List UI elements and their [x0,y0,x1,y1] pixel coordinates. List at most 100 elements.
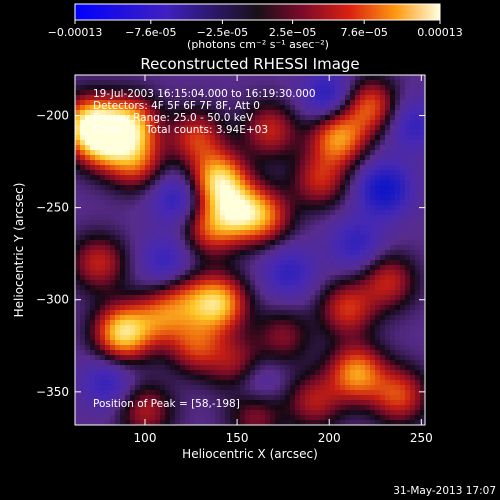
heatmap-cell [185,420,191,425]
heatmap-cell [230,350,236,356]
heatmap-cell [140,160,146,166]
heatmap-cell [285,270,291,276]
heatmap-cell [240,330,246,336]
heatmap-cell [210,195,216,201]
heatmap-cell [125,235,131,241]
heatmap-cell [350,375,356,381]
heatmap-cell [90,100,96,106]
heatmap-cell [100,355,106,361]
heatmap-cell [140,390,146,396]
heatmap-cell [415,185,421,191]
heatmap-cell [185,280,191,286]
heatmap-cell [305,170,311,176]
heatmap-cell [220,360,226,366]
heatmap-cell [125,180,131,186]
heatmap-cell [350,360,356,366]
heatmap-cell [115,420,121,425]
heatmap-cell [155,205,161,211]
heatmap-cell [75,90,81,96]
heatmap-cell [325,110,331,116]
heatmap-cell [90,215,96,221]
heatmap-cell [410,155,416,161]
heatmap-cell [355,295,361,301]
heatmap-cell [395,285,401,291]
heatmap-cell [135,310,141,316]
heatmap-cell [100,375,106,381]
heatmap-cell [370,345,376,351]
heatmap-cell [130,370,136,376]
heatmap-cell [90,385,96,391]
heatmap-cell [330,375,336,381]
heatmap-cell [220,335,226,341]
heatmap-cell [380,335,386,341]
heatmap-cell [415,195,421,201]
heatmap-cell [235,400,241,406]
heatmap-cell [270,345,276,351]
heatmap-cell [190,185,196,191]
heatmap-cell [225,100,231,106]
heatmap-cell [200,390,206,396]
y-tick-label: −200 [36,109,69,123]
heatmap-cell [150,100,156,106]
heatmap-cell [85,230,91,236]
heatmap-cell [325,195,331,201]
heatmap-cell [205,380,211,386]
heatmap-cell [300,80,306,86]
heatmap-cell [90,265,96,271]
heatmap-cell [90,280,96,286]
heatmap-cell [170,355,176,361]
heatmap-cell [280,315,286,321]
heatmap-cell [350,385,356,391]
heatmap-cell [305,175,311,181]
heatmap-cell [240,170,246,176]
heatmap-cell [210,80,216,86]
heatmap-cell [245,190,251,196]
heatmap-cell [380,345,386,351]
heatmap-cell [165,260,171,266]
heatmap-cell [80,345,86,351]
heatmap-cell [220,110,226,116]
heatmap-cell [80,315,86,321]
heatmap-cell [130,80,136,86]
heatmap-cell [320,90,326,96]
heatmap-cell [385,235,391,241]
heatmap-cell [220,405,226,411]
heatmap-cell [140,235,146,241]
heatmap-cell [80,420,86,425]
heatmap-cell [120,140,126,146]
heatmap-cell [90,155,96,161]
heatmap-cell [355,290,361,296]
heatmap-cell [325,220,331,226]
heatmap-cell [295,195,301,201]
heatmap-cell [200,295,206,301]
heatmap-cell [200,300,206,306]
heatmap-cell [370,340,376,346]
heatmap-cell [125,275,131,281]
heatmap-cell [125,300,131,306]
heatmap-cell [165,140,171,146]
heatmap-cell [205,170,211,176]
heatmap-cell [180,420,186,425]
heatmap-cell [330,200,336,206]
heatmap-cell [75,105,81,111]
heatmap-cell [235,370,241,376]
heatmap-cell [230,185,236,191]
heatmap-cell [235,205,241,211]
heatmap-cell [280,150,286,156]
heatmap-cell [190,375,196,381]
heatmap-cell [370,350,376,356]
heatmap-cell [285,410,291,416]
heatmap-cell [340,260,346,266]
heatmap-cell [135,125,141,131]
heatmap-cell [245,340,251,346]
heatmap-cell [275,120,281,126]
heatmap-cell [355,355,361,361]
heatmap-cell [305,220,311,226]
heatmap-cell [410,355,416,361]
heatmap-cell [145,130,151,136]
heatmap-cell [390,75,396,81]
heatmap-cell [170,125,176,131]
heatmap-cell [235,415,241,421]
heatmap-cell [205,355,211,361]
heatmap-cell [265,120,271,126]
